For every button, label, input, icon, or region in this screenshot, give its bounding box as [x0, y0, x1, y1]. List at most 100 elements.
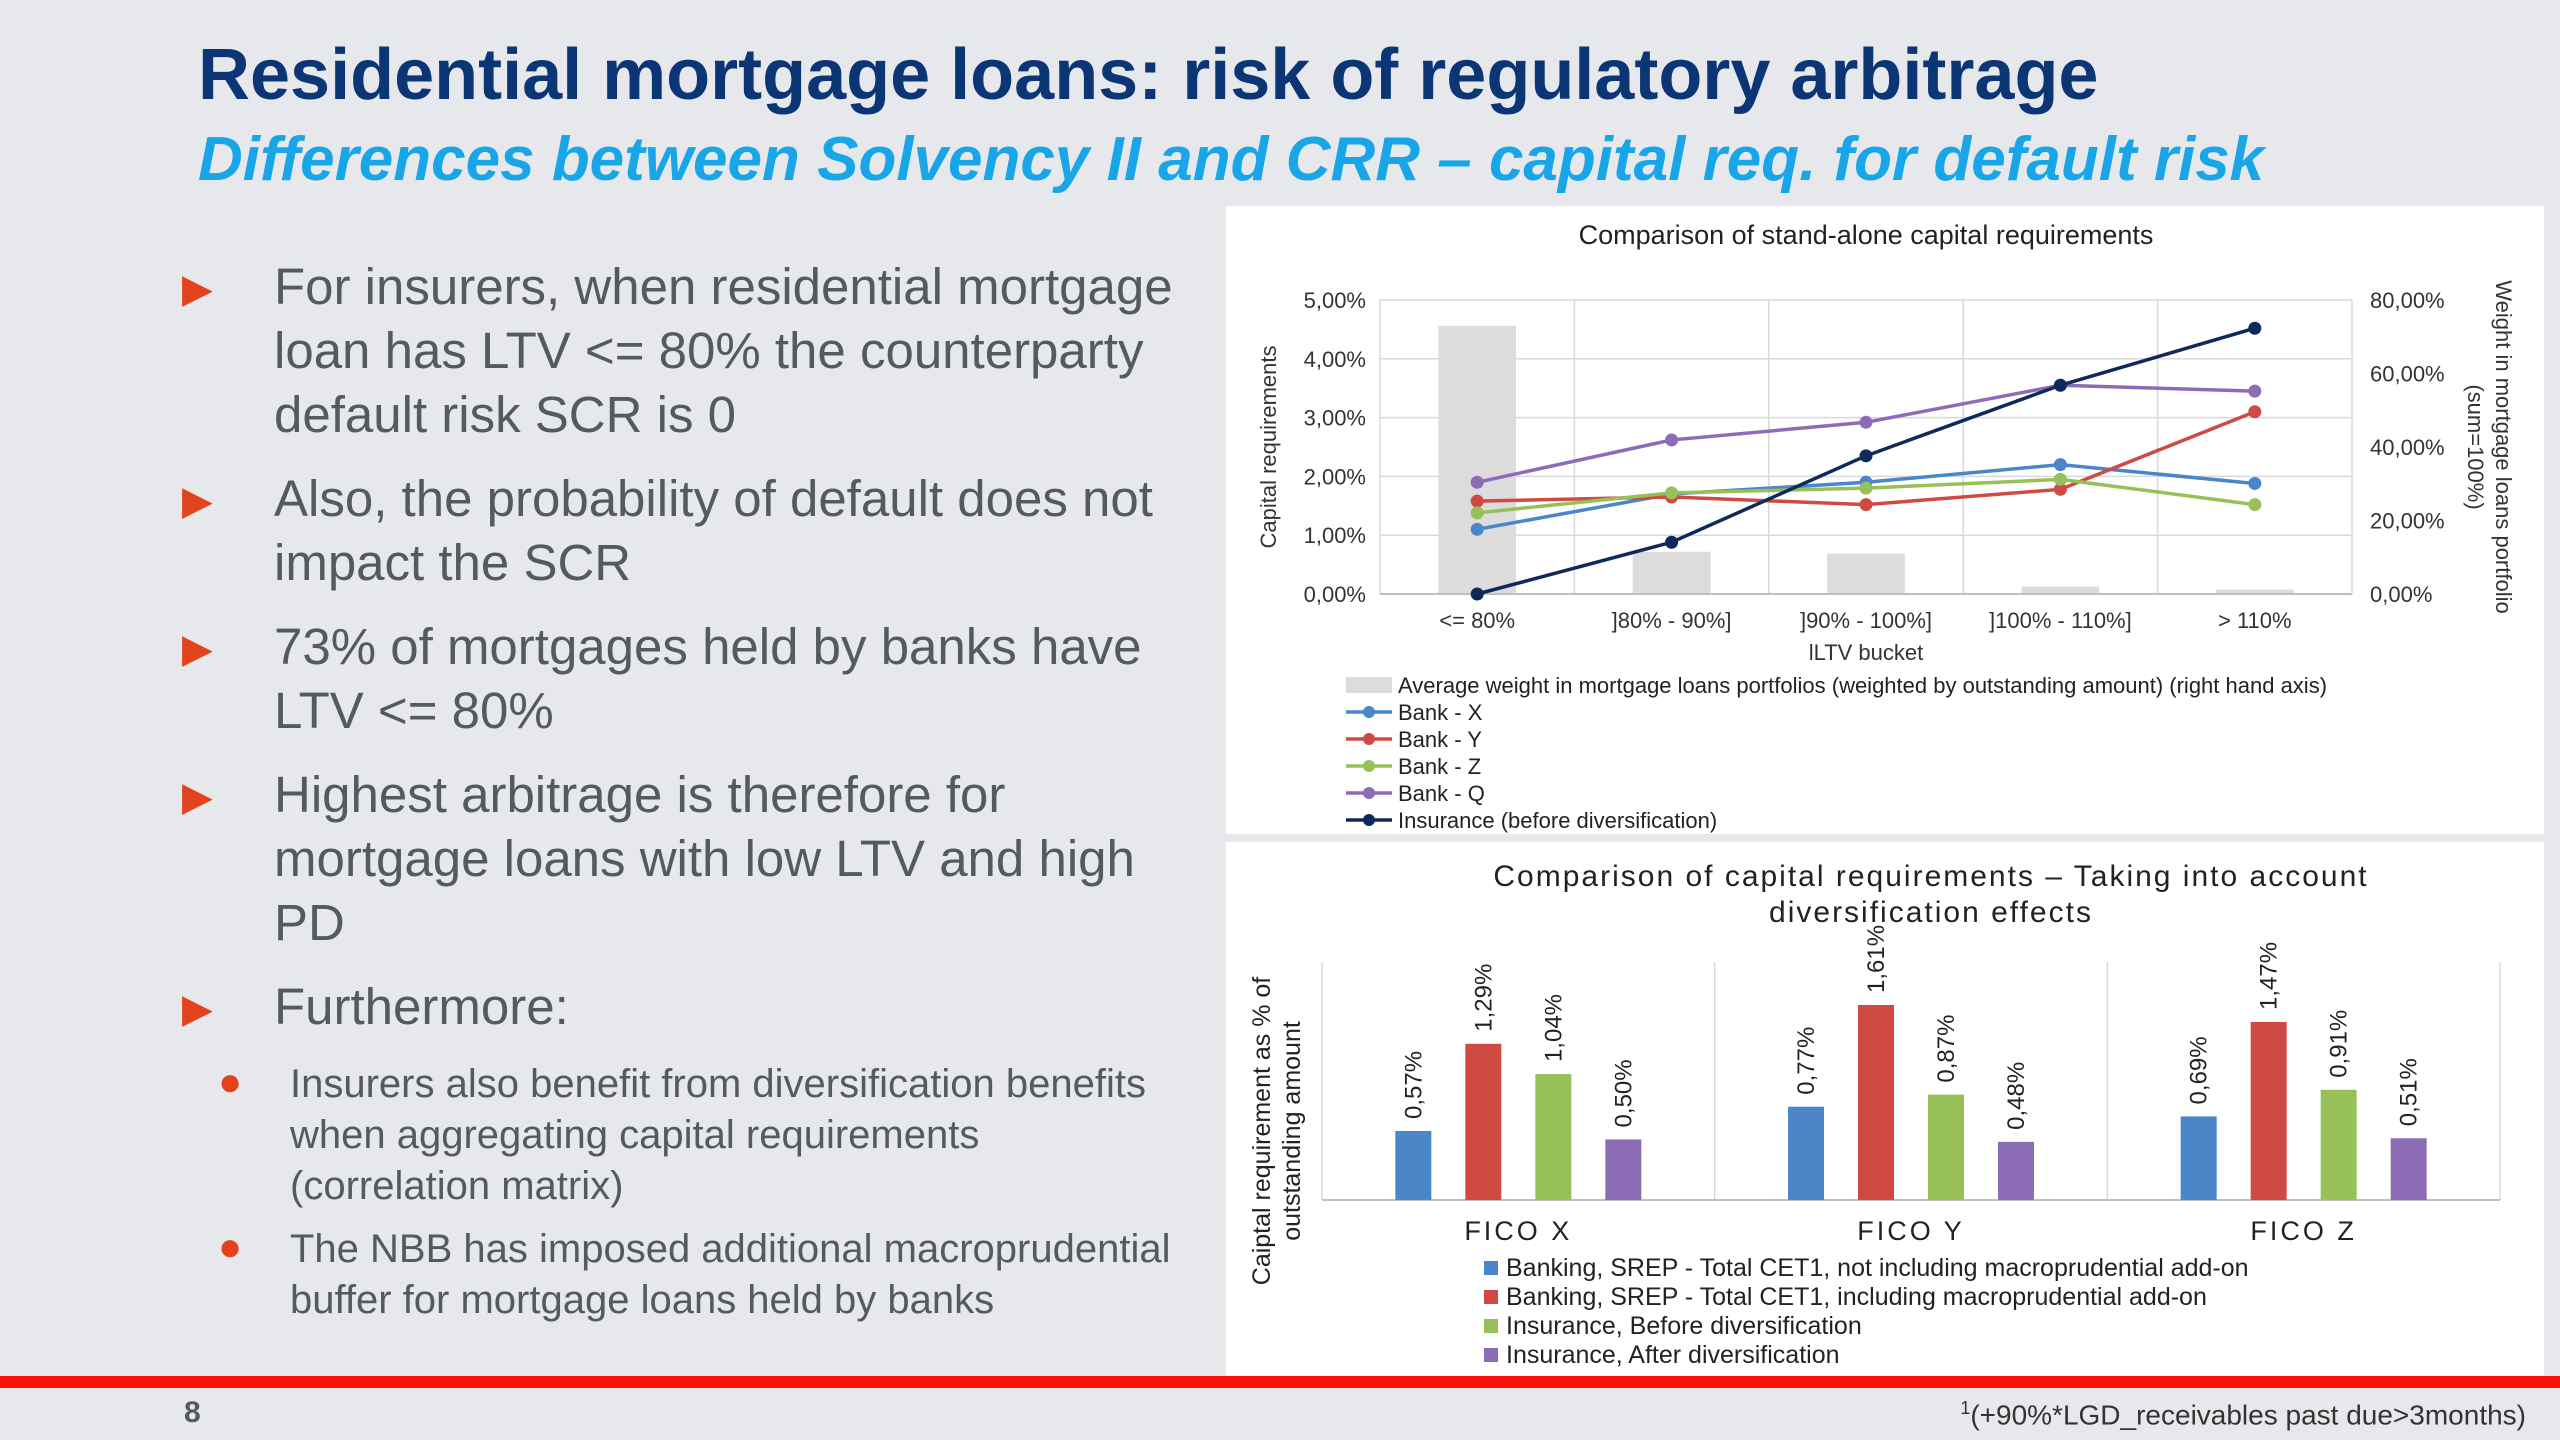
line-chart-panel: Comparison of stand-alone capital requir…: [1226, 206, 2544, 834]
bar: [2390, 1138, 2427, 1200]
legend-label: Insurance (before diversification): [1398, 808, 1717, 833]
legend-label: Insurance, Before diversification: [1506, 1312, 1862, 1340]
data-point: [1859, 449, 1873, 463]
bar: [1928, 1094, 1964, 1200]
page-number: 8: [184, 1396, 201, 1429]
legend-swatch-marker: [1363, 733, 1375, 745]
dot-icon: ●: [218, 1060, 243, 1104]
series-line: [1476, 383, 2255, 484]
bar: [2250, 1021, 2287, 1200]
data-point: [2053, 482, 2067, 496]
weight-bar: [2021, 586, 2100, 594]
y2-axis-title-line: (sum=100%): [2463, 384, 2488, 509]
y-tick-label: 0,00%: [1304, 582, 1366, 607]
data-point: [2248, 476, 2262, 490]
x-tick-label: <= 80%: [1439, 608, 1515, 633]
y2-tick-label: 40,00%: [2370, 435, 2445, 460]
weight-bar: [1827, 553, 1905, 594]
chart-title-line: Comparison of capital requirements – Tak…: [1493, 860, 2368, 893]
y-tick-label: 3,00%: [1304, 406, 1366, 431]
weight-bar: [1438, 325, 1517, 594]
triangle-right-icon: ▶: [182, 627, 213, 671]
data-point: [1859, 498, 1873, 512]
footnote-mark: 1: [1960, 1398, 1971, 1418]
y2-tick-label: 60,00%: [2370, 362, 2445, 387]
footer-divider: [0, 1376, 2560, 1388]
data-point: [1470, 506, 1484, 520]
bar: [1465, 1043, 1502, 1200]
data-point: [1859, 415, 1873, 429]
legend-swatch-marker: [1363, 787, 1375, 799]
footnote: 1(+90%*LGD_receivables past due>3months): [1960, 1398, 2526, 1431]
bar: [1535, 1074, 1572, 1200]
bullet-text: Highest arbitrage is therefore for mortg…: [274, 766, 1135, 951]
bullet-list: ▶ For insurers, when residential mortgag…: [180, 255, 1180, 1338]
legend-label: Bank - Q: [1398, 781, 1485, 806]
bar-value-label: 0,48%: [2003, 1062, 2030, 1130]
legend-label: Bank - Y: [1398, 727, 1482, 752]
x-tick-label: ]80% - 90%]: [1612, 608, 1732, 633]
footnote-text: (+90%*LGD_receivables past due>3months): [1970, 1399, 2526, 1431]
data-point: [1470, 522, 1484, 536]
chart-title: Comparison of stand-alone capital requir…: [1579, 220, 2154, 250]
data-point: [2248, 384, 2262, 398]
bar: [1998, 1141, 2034, 1200]
bar: [2180, 1116, 2217, 1200]
sub-bullet-item: ● The NBB has imposed additional macropr…: [86, 1224, 1180, 1326]
bullet-item: ▶ Furthermore:: [180, 975, 1180, 1039]
legend-label: Bank - Z: [1398, 754, 1481, 779]
data-point: [1470, 587, 1484, 601]
legend-swatch: [1484, 1261, 1498, 1275]
data-point: [2053, 458, 2067, 472]
data-point: [2248, 498, 2262, 512]
x-tick-label: FICO Z: [2250, 1216, 2357, 1246]
slide-subtitle: Differences between Solvency II and CRR …: [198, 125, 2265, 194]
bar: [2320, 1089, 2357, 1200]
data-point: [1665, 433, 1679, 447]
bar-value-label: 1,47%: [2256, 942, 2283, 1010]
bar-value-label: 0,87%: [1933, 1015, 1960, 1083]
y2-axis-title-line: Weight in mortgage loans portfolio: [2491, 280, 2516, 613]
triangle-right-icon: ▶: [182, 479, 213, 523]
y2-tick-label: 80,00%: [2370, 288, 2445, 313]
x-tick-label: ]100% - 110%]: [1989, 608, 2132, 633]
bar-value-label: 0,77%: [1793, 1027, 1820, 1095]
bar-value-label: 1,04%: [1540, 994, 1567, 1062]
data-point: [2248, 321, 2262, 335]
triangle-right-icon: ▶: [182, 775, 213, 819]
bullet-text: Also, the probability of default does no…: [274, 470, 1153, 591]
bullet-item: ▶ 73% of mortgages held by banks have LT…: [180, 615, 1180, 743]
y-axis-title-line: outstanding amount: [1278, 1021, 1306, 1241]
bar-chart-panel: Comparison of capital requirements – Tak…: [1226, 842, 2544, 1378]
data-point: [2053, 472, 2067, 486]
x-axis-title: lLTV bucket: [1809, 640, 1924, 665]
bullet-item: ▶ Also, the probability of default does …: [180, 467, 1180, 595]
x-tick-label: FICO X: [1464, 1216, 1572, 1246]
legend-swatch-marker: [1363, 706, 1375, 718]
y-tick-label: 5,00%: [1304, 288, 1366, 313]
bar: [1788, 1106, 1824, 1200]
bar-value-label: 1,29%: [1470, 964, 1497, 1032]
bar: [1395, 1130, 1432, 1200]
sub-bullet-text: Insurers also benefit from diversificati…: [290, 1062, 1146, 1208]
bullet-item: ▶ For insurers, when residential mortgag…: [180, 255, 1180, 447]
legend-label: Bank - X: [1398, 700, 1483, 725]
y-tick-label: 2,00%: [1304, 464, 1366, 489]
triangle-right-icon: ▶: [182, 987, 213, 1031]
data-point: [1665, 486, 1679, 500]
weight-bar: [1632, 551, 1711, 594]
data-point: [1470, 475, 1484, 489]
data-point: [1470, 494, 1484, 508]
line-chart: Comparison of stand-alone capital requir…: [1256, 220, 2516, 833]
bar-value-label: 0,69%: [2186, 1036, 2213, 1104]
legend-swatch: [1484, 1348, 1498, 1362]
bar-value-label: 1,61%: [1863, 925, 1890, 993]
bullet-item: ▶ Highest arbitrage is therefore for mor…: [180, 763, 1180, 955]
y-axis-title-line: Caiptal requirement as % of: [1248, 977, 1276, 1286]
chart-title-line: diversification effects: [1769, 896, 2093, 929]
legend-swatch-marker: [1363, 760, 1375, 772]
legend-label: Banking, SREP - Total CET1, not includin…: [1506, 1254, 2249, 1282]
bullet-text: Furthermore:: [274, 978, 569, 1035]
bar-chart: Comparison of capital requirements – Tak…: [1248, 860, 2501, 1369]
data-point: [2053, 378, 2067, 392]
